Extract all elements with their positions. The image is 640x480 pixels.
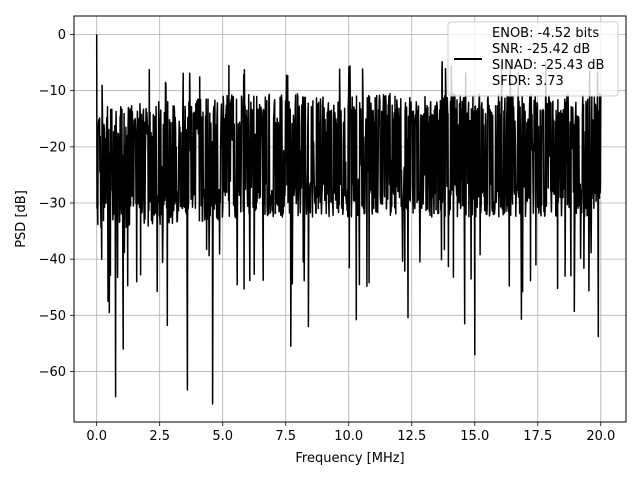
psd-line <box>95 34 602 405</box>
x-axis: 0.0 2.5 5.0 7.5 10.0 12.5 15.0 17.5 20.0 <box>86 422 615 444</box>
y-tick-label: −10 <box>39 84 66 99</box>
x-tick-label: 15.0 <box>460 429 489 444</box>
legend: ENOB: -4.52 bits SNR: -25.42 dB SINAD: -… <box>447 21 619 97</box>
y-tick-label: −30 <box>39 196 66 211</box>
x-tick-label: 12.5 <box>397 429 426 444</box>
psd-series <box>95 34 602 405</box>
x-tick-label: 0.0 <box>86 429 107 444</box>
legend-entry-sfdr: SFDR: 3.73 <box>492 74 564 89</box>
plot-area-frame <box>73 15 627 423</box>
x-tick-label: 17.5 <box>523 429 552 444</box>
x-tick-label: 5.0 <box>212 429 233 444</box>
x-axis-label: Frequency [MHz] <box>295 451 404 466</box>
legend-box <box>447 21 619 97</box>
x-tick-label: 10.0 <box>334 429 363 444</box>
x-tick-label: 7.5 <box>275 429 296 444</box>
legend-entry-snr: SNR: -25.42 dB <box>492 42 590 57</box>
y-tick-label: −50 <box>39 309 66 324</box>
legend-entry-sinad: SINAD: -25.43 dB <box>492 58 604 73</box>
y-tick-label: −40 <box>39 253 66 268</box>
y-axis: 0 −10 −20 −30 −40 −50 −60 <box>39 28 74 380</box>
y-tick-label: −60 <box>39 365 66 380</box>
x-tick-label: 2.5 <box>149 429 170 444</box>
x-tick-label: 20.0 <box>586 429 615 444</box>
y-tick-label: 0 <box>58 28 66 43</box>
y-axis-label: PSD [dB] <box>14 190 29 248</box>
legend-entry-enob: ENOB: -4.52 bits <box>492 26 599 41</box>
y-tick-label: −20 <box>39 140 66 155</box>
